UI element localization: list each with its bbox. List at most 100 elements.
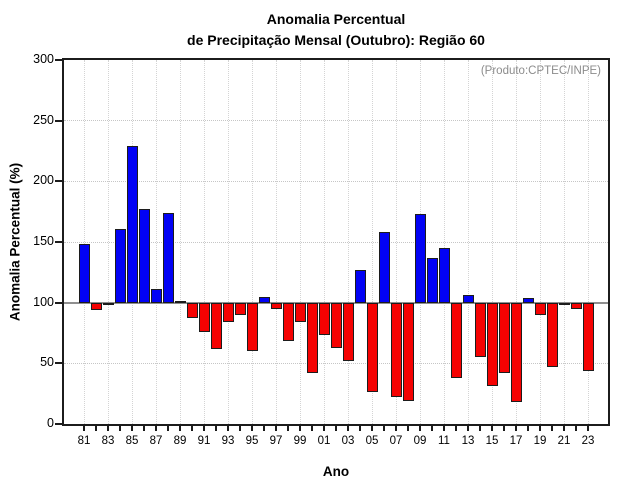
xtick-label-99: 99 — [293, 435, 307, 447]
vgridline-07 — [396, 60, 397, 424]
xtick-mark-06 — [383, 426, 385, 431]
xtick-label-03: 03 — [341, 435, 355, 447]
ytick-mark-0 — [55, 423, 62, 425]
xtick-mark-85 — [131, 426, 133, 431]
xtick-mark-19 — [539, 426, 541, 431]
chart-title-line1: Anomalia Percentual — [266, 11, 406, 27]
hgridline-200 — [64, 180, 608, 182]
xtick-label-11: 11 — [438, 435, 450, 447]
xtick-mark-22 — [575, 426, 577, 431]
xtick-mark-86 — [143, 426, 145, 431]
xtick-mark-14 — [479, 426, 481, 431]
bar-00 — [306, 302, 318, 374]
xtick-mark-16 — [503, 426, 505, 431]
bar-95 — [246, 302, 258, 352]
xtick-label-21: 21 — [557, 435, 571, 447]
xtick-label-85: 85 — [125, 435, 139, 447]
vgridline-15 — [492, 60, 493, 424]
ytick-mark-100 — [55, 301, 62, 304]
vgridline-89 — [180, 60, 181, 424]
ytick-mark-150 — [55, 241, 62, 243]
xtick-label-07: 07 — [389, 435, 403, 447]
xtick-label-05: 05 — [365, 435, 379, 447]
xtick-label-23: 23 — [581, 435, 595, 447]
vgridline-97 — [276, 60, 277, 424]
vgridline-93 — [228, 60, 229, 424]
vgridline-19 — [540, 60, 541, 424]
vgridline-81 — [84, 60, 85, 424]
xtick-mark-12 — [455, 426, 457, 431]
vgridline-03 — [348, 60, 349, 424]
ytick-label-0: 0 — [47, 416, 54, 430]
xtick-mark-01 — [323, 426, 325, 431]
bar-20 — [546, 302, 558, 367]
xtick-label-01: 01 — [317, 435, 331, 447]
ytick-mark-50 — [55, 362, 62, 365]
product-annotation: (Produto:CPTEC/INPE) — [480, 65, 601, 77]
xtick-mark-00 — [311, 426, 313, 431]
xtick-mark-90 — [191, 426, 193, 431]
bar-06 — [378, 232, 390, 303]
xtick-label-13: 13 — [461, 435, 475, 447]
bar-03 — [342, 302, 354, 361]
ytick-label-100: 100 — [33, 294, 54, 309]
xtick-label-81: 81 — [77, 435, 91, 447]
xtick-label-95: 95 — [245, 435, 259, 447]
vgridline-01 — [324, 60, 325, 424]
bar-92 — [210, 302, 222, 349]
ytick-label-250: 250 — [33, 112, 54, 127]
ytick-mark-250 — [55, 119, 62, 122]
xtick-mark-97 — [275, 426, 277, 431]
xtick-mark-99 — [299, 426, 301, 431]
bar-12 — [450, 302, 462, 378]
ytick-mark-200 — [55, 180, 62, 183]
xtick-mark-03 — [347, 426, 349, 431]
xtick-mark-20 — [551, 426, 553, 431]
xtick-mark-17 — [515, 426, 517, 431]
xtick-mark-83 — [107, 426, 109, 431]
bar-22 — [570, 302, 582, 309]
xtick-mark-13 — [467, 426, 469, 431]
bar-87 — [150, 289, 162, 303]
xtick-label-83: 83 — [101, 435, 115, 447]
hgridline-250 — [64, 120, 608, 122]
vgridline-83 — [108, 60, 109, 424]
bar-99 — [294, 302, 306, 323]
xtick-mark-05 — [371, 426, 373, 431]
xtick-label-19: 19 — [533, 435, 547, 447]
bar-18 — [522, 297, 534, 303]
bar-81 — [78, 244, 90, 303]
xtick-label-87: 87 — [149, 435, 163, 447]
bar-05 — [366, 302, 378, 393]
bar-96 — [258, 296, 270, 303]
vgridline-99 — [300, 60, 301, 424]
plot-area: (Produto:CPTEC/INPE) — [62, 58, 610, 426]
vgridline-13 — [468, 60, 469, 424]
chart-title-line2: de Precipitação Mensal (Outubro): Região… — [187, 32, 485, 48]
bar-23 — [582, 302, 594, 371]
vgridline-05 — [372, 60, 373, 424]
bar-84 — [114, 228, 126, 303]
bar-19 — [534, 302, 546, 315]
xtick-mark-23 — [587, 426, 589, 431]
bar-97 — [270, 302, 282, 309]
ytick-label-200: 200 — [33, 173, 54, 188]
xtick-mark-18 — [527, 426, 529, 431]
bar-04 — [354, 269, 366, 303]
bar-90 — [186, 302, 198, 319]
xtick-mark-93 — [227, 426, 229, 431]
vgridline-95 — [252, 60, 253, 424]
hgridline-50 — [64, 362, 608, 364]
xtick-mark-98 — [287, 426, 289, 431]
bar-08 — [402, 302, 414, 401]
xtick-mark-21 — [563, 426, 565, 431]
bar-13 — [462, 295, 474, 303]
bar-88 — [162, 212, 174, 303]
xtick-mark-11 — [443, 426, 445, 431]
xtick-mark-10 — [431, 426, 433, 431]
vgridline-23 — [588, 60, 589, 424]
bar-85 — [126, 146, 138, 303]
xtick-mark-91 — [203, 426, 205, 431]
vgridline-91 — [204, 60, 205, 424]
